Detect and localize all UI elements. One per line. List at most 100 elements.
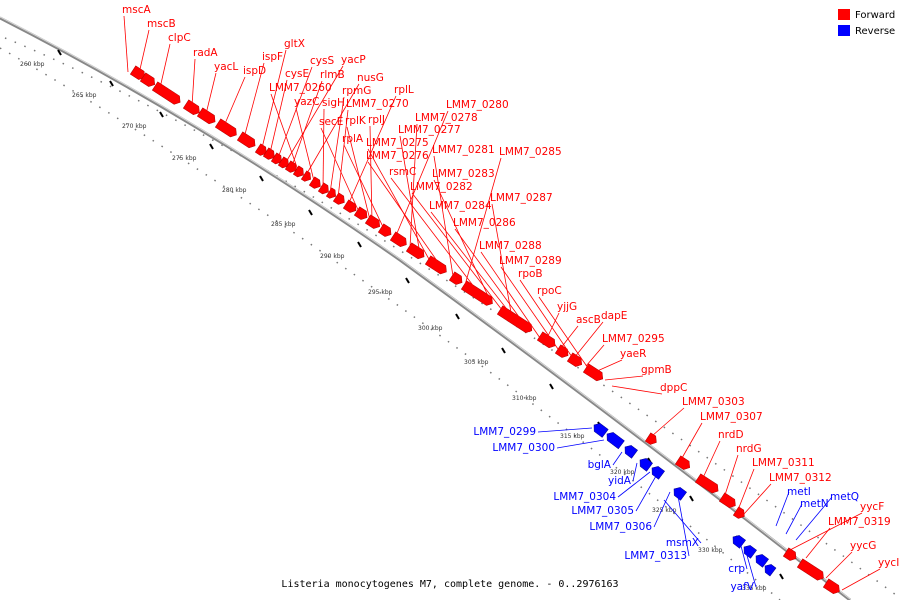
forward-callout-line	[789, 512, 863, 551]
forward-gene-label: LMM7_0311	[752, 457, 815, 469]
reverse-gene-label: LMM7_0299	[473, 426, 536, 438]
forward-gene-arrow	[277, 156, 289, 169]
forward-callout-line	[270, 93, 299, 171]
forward-callout-line	[430, 211, 521, 327]
forward-gene-arrow	[389, 231, 407, 248]
tick-label: 335 kbp	[742, 585, 767, 592]
forward-callout-line	[737, 468, 755, 511]
forward-callout-line	[137, 29, 150, 79]
forward-gene	[822, 578, 840, 595]
forward-gene	[566, 352, 583, 367]
reverse-callout-line	[739, 541, 748, 570]
forward-callout-line	[573, 321, 604, 359]
forward-gene-label: LMM7_0312	[769, 472, 832, 484]
reverse-gene-label: bglA	[588, 459, 612, 471]
reverse-gene-arrow	[624, 445, 638, 459]
forward-gene-label: ispD	[243, 65, 266, 77]
tick-mark	[455, 313, 460, 320]
forward-gene-label: secE	[319, 116, 343, 128]
reverse-label-layer: LMM7_0299 LMM7_0300 bglA yidA LMM7_0304 LMM7_…	[473, 426, 859, 593]
forward-gene-arrow	[214, 118, 237, 138]
reverse-callout-line	[635, 475, 657, 512]
forward-gene-arrow	[284, 160, 297, 173]
forward-callout-line	[454, 228, 531, 333]
tick-label: 265 kbp	[72, 92, 97, 99]
forward-gene-arrow	[377, 223, 392, 237]
reverse-gene-label: metI	[787, 486, 811, 498]
forward-gene-label: cysS	[310, 55, 334, 67]
reverse-gene	[673, 487, 687, 501]
forward-callout-line	[611, 385, 663, 395]
tick-label: 260 kbp	[20, 61, 45, 68]
backbone-line-highlight	[0, 16, 851, 600]
forward-gene	[796, 558, 824, 581]
forward-gene-label: LMM7_0277	[398, 124, 461, 136]
forward-gene-label: rpoB	[518, 268, 543, 280]
reverse-gene	[764, 564, 777, 577]
forward-gene-label: radA	[193, 47, 218, 59]
forward-callout-line	[285, 65, 344, 163]
forward-gene-arrow	[292, 165, 304, 178]
forward-gene	[377, 223, 392, 237]
forward-gene-label: cysE	[285, 68, 309, 80]
reverse-callout-line	[775, 491, 790, 527]
reverse-callout-line	[795, 496, 833, 541]
tick-mark	[109, 80, 114, 87]
forward-gene-label: gpmB	[641, 364, 672, 376]
forward-gene-label: dppC	[660, 382, 687, 394]
reverse-gene-layer	[593, 423, 777, 577]
forward-gene	[332, 192, 345, 205]
tick-label: 330 kbp	[698, 547, 723, 554]
forward-callout-line	[291, 80, 323, 167]
forward-callout-line	[223, 76, 246, 127]
forward-gene-label: nrdD	[718, 429, 744, 441]
forward-gene	[214, 118, 237, 138]
forward-gene-arrow	[317, 182, 329, 195]
forward-gene-label: clpC	[168, 32, 191, 44]
forward-gene-label: rplA	[342, 133, 364, 145]
reverse-gene-label: metN	[800, 498, 829, 510]
reverse-gene-arrow	[639, 458, 653, 472]
forward-callout-line	[343, 144, 385, 230]
reverse-gene-label: metQ	[830, 491, 859, 503]
forward-gene-arrow	[364, 214, 381, 229]
tick-label: 310 kbp	[512, 395, 537, 402]
forward-gene-label: LMM7_0260	[269, 82, 332, 94]
forward-gene-label: nrdG	[736, 443, 762, 455]
forward-gene-arrow	[582, 363, 604, 382]
forward-callout-line	[701, 440, 721, 481]
forward-callout-line	[269, 79, 288, 154]
forward-callout-line	[399, 135, 421, 255]
forward-gene	[196, 107, 216, 125]
tick-label: 315 kbp	[560, 433, 585, 440]
forward-gene	[139, 72, 156, 87]
forward-gene-arrow	[674, 455, 691, 470]
tick-mark	[689, 495, 694, 502]
tick-mark	[209, 143, 214, 150]
forward-gene-arrow	[536, 331, 556, 349]
forward-callout-line	[491, 203, 513, 319]
forward-gene-label: LMM7_0282	[410, 181, 473, 193]
forward-gene-label: LMM7_0284	[429, 200, 492, 212]
forward-gene	[284, 160, 297, 173]
forward-gene-label: LMM7_0278	[415, 112, 478, 124]
reverse-gene-label: yafV	[730, 581, 754, 593]
forward-callout-line	[559, 325, 579, 350]
forward-gene-label: rpoC	[537, 285, 562, 297]
forward-gene	[262, 147, 275, 160]
reverse-callout-line	[653, 491, 671, 528]
forward-gene-arrow	[566, 352, 583, 367]
reverse-gene-label: LMM7_0300	[492, 442, 555, 454]
forward-gene	[405, 242, 425, 260]
reverse-callout-line	[745, 551, 757, 588]
forward-gene-arrow	[182, 99, 200, 116]
forward-gene	[448, 271, 463, 285]
reverse-gene-label: LMM7_0304	[553, 491, 616, 503]
tick-label: 325 kbp	[652, 507, 677, 514]
forward-callout-line	[337, 109, 349, 199]
map-caption: Listeria monocytogenes M7, complete geno…	[281, 579, 618, 590]
forward-gene	[277, 156, 289, 169]
forward-gene-label: yjjG	[557, 301, 577, 313]
